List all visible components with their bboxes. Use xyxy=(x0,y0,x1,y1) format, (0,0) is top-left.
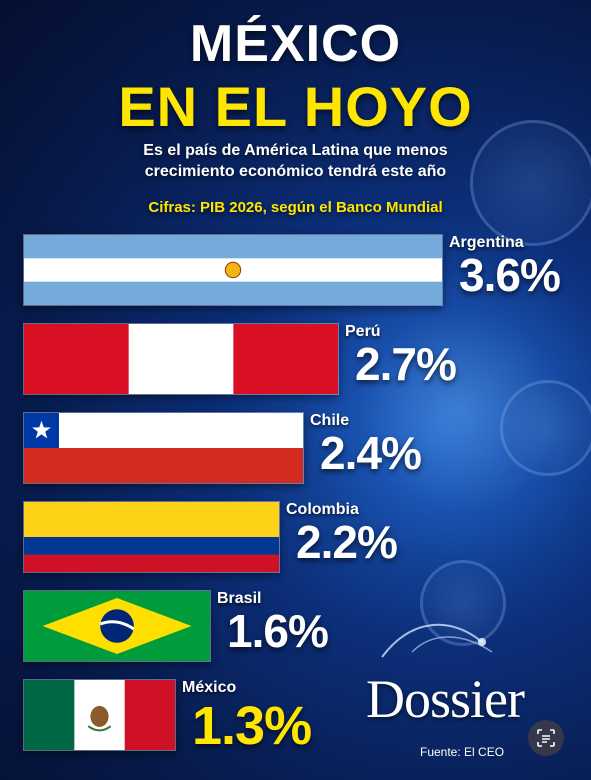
category-label-chile: Chile xyxy=(310,412,350,429)
bar-colombia xyxy=(23,501,280,573)
background-coin xyxy=(470,120,591,246)
dossier-logo: Dossier xyxy=(366,669,525,729)
bar-peru xyxy=(23,323,339,395)
background-coin xyxy=(420,560,506,646)
category-label-colombia: Colombia xyxy=(286,501,359,518)
value-label-peru: 2.7% xyxy=(355,338,457,390)
value-label-mexico: 1.3% xyxy=(192,696,312,756)
value-label-colombia: 2.2% xyxy=(296,516,398,568)
bar-argentina xyxy=(23,234,443,306)
bar-brasil xyxy=(23,590,211,662)
data-source-note: Cifras: PIB 2026, según el Banco Mundial xyxy=(148,199,443,216)
subtitle: Es el país de América Latina que menos c… xyxy=(60,140,531,182)
scan-text-button[interactable] xyxy=(528,720,564,756)
bar-mexico xyxy=(23,679,176,751)
title-line-2: EN EL HOYO xyxy=(118,75,473,138)
logo-swirl-icon xyxy=(372,612,512,677)
value-label-brasil: 1.6% xyxy=(227,605,329,657)
scan-text-icon xyxy=(537,729,555,747)
subtitle-line-2: crecimiento económico tendrá este año xyxy=(144,163,447,180)
background-coin xyxy=(500,380,591,476)
category-label-mexico: México xyxy=(182,679,237,696)
title-line-1: MÉXICO xyxy=(189,15,402,73)
category-label-peru: Perú xyxy=(345,323,381,340)
category-label-brasil: Brasil xyxy=(217,590,262,607)
footer-source: Fuente: El CEO xyxy=(420,745,505,759)
category-label-argentina: Argentina xyxy=(449,234,524,251)
value-label-argentina: 3.6% xyxy=(459,249,561,301)
value-label-chile: 2.4% xyxy=(320,427,422,479)
subtitle-line-1: Es el país de América Latina que menos xyxy=(143,142,448,159)
bar-chile xyxy=(23,412,304,484)
